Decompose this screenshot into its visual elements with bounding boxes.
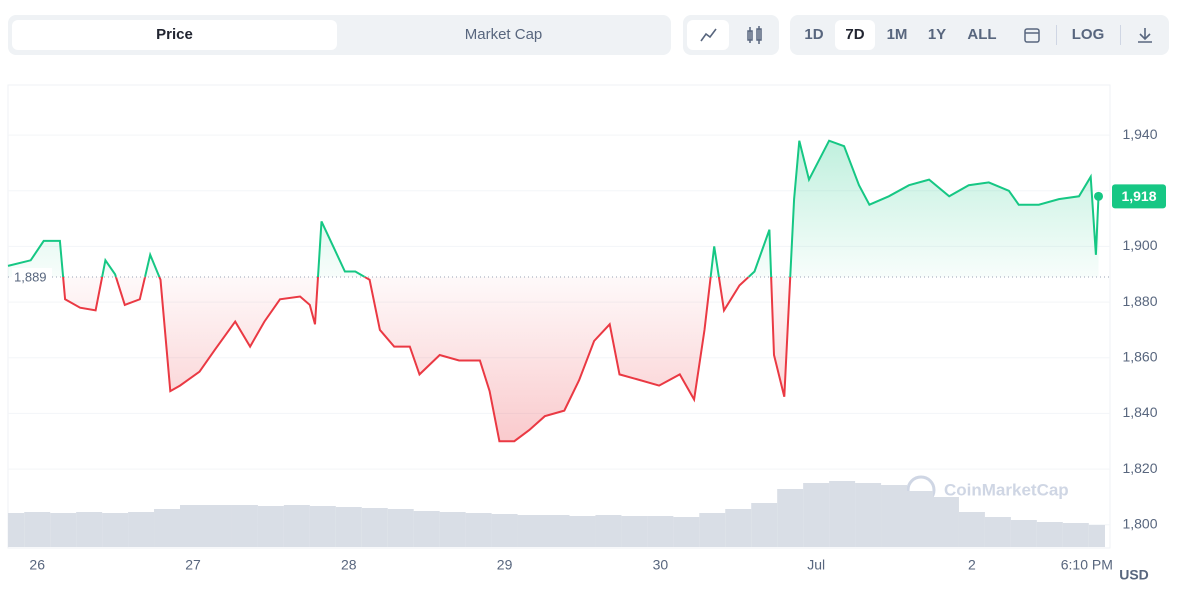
x-tick-label: 27 xyxy=(185,557,201,573)
x-tick-label: Jul xyxy=(807,557,825,573)
volume-bar xyxy=(102,513,129,547)
tab[interactable]: Price xyxy=(12,20,337,50)
volume-bar xyxy=(491,514,518,547)
volume-bar xyxy=(413,511,440,547)
volume-bar xyxy=(76,512,103,547)
chart-type-group xyxy=(683,15,779,55)
volume-bar xyxy=(699,513,726,547)
volume-bar xyxy=(1036,522,1063,547)
volume-bar xyxy=(283,505,310,547)
price-line-down xyxy=(62,277,792,443)
divider xyxy=(1120,25,1121,45)
y-tick-label: 1,900 xyxy=(1122,237,1157,253)
volume-bar xyxy=(829,481,856,547)
last-price-badge xyxy=(1112,184,1166,209)
last-point xyxy=(1094,191,1104,201)
volume-bar xyxy=(517,515,544,547)
volume-bar xyxy=(881,485,908,547)
volume-bar xyxy=(335,507,362,547)
range-button[interactable]: 7D xyxy=(835,20,875,50)
price-line-up xyxy=(7,139,1100,278)
volume-bar xyxy=(932,497,959,547)
candle-chart-button[interactable] xyxy=(733,20,775,50)
download-button[interactable] xyxy=(1128,20,1162,50)
divider xyxy=(1056,25,1057,45)
volume-bar xyxy=(465,513,492,547)
range-group: 1D 7D 1M 1Y ALL LOG xyxy=(790,15,1169,55)
volume-bar xyxy=(387,509,414,547)
volume-bar xyxy=(205,505,232,547)
volume-bar xyxy=(231,505,258,547)
x-tick-label: 2 xyxy=(968,557,976,573)
baseline-label-bg xyxy=(12,268,52,287)
x-tick-label: 29 xyxy=(497,557,513,573)
range-button[interactable]: ALL xyxy=(967,26,997,43)
x-tick-label: 6:10 PM xyxy=(1061,557,1113,573)
volume-bar xyxy=(855,483,882,547)
volume-bar xyxy=(777,489,804,547)
tab[interactable]: Market Cap xyxy=(464,26,543,43)
plot-frame xyxy=(7,84,1111,549)
volume-bar xyxy=(984,517,1011,547)
volume-bar xyxy=(907,491,934,547)
volume-bar xyxy=(725,509,752,547)
volume-bar xyxy=(673,517,700,547)
y-tick-label: 1,820 xyxy=(1122,460,1157,476)
currency-label: USD xyxy=(1119,567,1149,583)
range-button[interactable]: 1Y xyxy=(927,26,947,43)
volume-bar xyxy=(1062,523,1089,547)
volume-bar xyxy=(439,512,466,547)
volume-bar xyxy=(257,506,284,547)
volume-bar xyxy=(50,513,77,547)
baseline-label: 1,889 xyxy=(14,269,47,284)
calendar-button[interactable] xyxy=(1015,20,1049,50)
volume-bar xyxy=(595,515,622,547)
volume-bar xyxy=(803,483,830,547)
volume-bar xyxy=(179,505,206,547)
volume-bar xyxy=(8,513,25,547)
volume-bar xyxy=(1088,525,1105,547)
watermark-text: CoinMarketCap xyxy=(944,480,1069,499)
last-price-label: 1,918 xyxy=(1121,188,1156,204)
line-chart-button[interactable] xyxy=(687,20,729,50)
x-tick-label: 26 xyxy=(29,557,45,573)
range-button[interactable]: 1M xyxy=(886,26,908,43)
volume-bar xyxy=(958,512,985,547)
log-button[interactable]: LOG xyxy=(1071,26,1105,43)
volume-bar xyxy=(154,509,181,547)
tab-group: Price Market Cap xyxy=(8,15,671,55)
volume-bar xyxy=(1010,520,1037,547)
y-tick-label: 1,840 xyxy=(1122,404,1157,420)
x-tick-label: 28 xyxy=(341,557,357,573)
volume-bar xyxy=(361,508,388,547)
y-tick-label: 1,940 xyxy=(1122,126,1157,142)
volume-bar xyxy=(647,516,674,547)
y-tick-label: 1,800 xyxy=(1122,515,1157,531)
volume-bar xyxy=(569,516,596,547)
volume-bar xyxy=(309,506,336,547)
x-tick-label: 30 xyxy=(653,557,669,573)
volume-bar xyxy=(751,503,778,547)
y-tick-label: 1,880 xyxy=(1122,293,1157,309)
y-tick-label: 1,860 xyxy=(1122,348,1157,364)
area-down xyxy=(63,277,791,442)
volume-bar xyxy=(543,515,570,547)
area-up xyxy=(8,140,1099,278)
volume-bar xyxy=(128,512,155,547)
volume-bar xyxy=(621,516,648,547)
range-button[interactable]: 1D xyxy=(804,26,824,43)
volume-bar xyxy=(24,512,51,547)
